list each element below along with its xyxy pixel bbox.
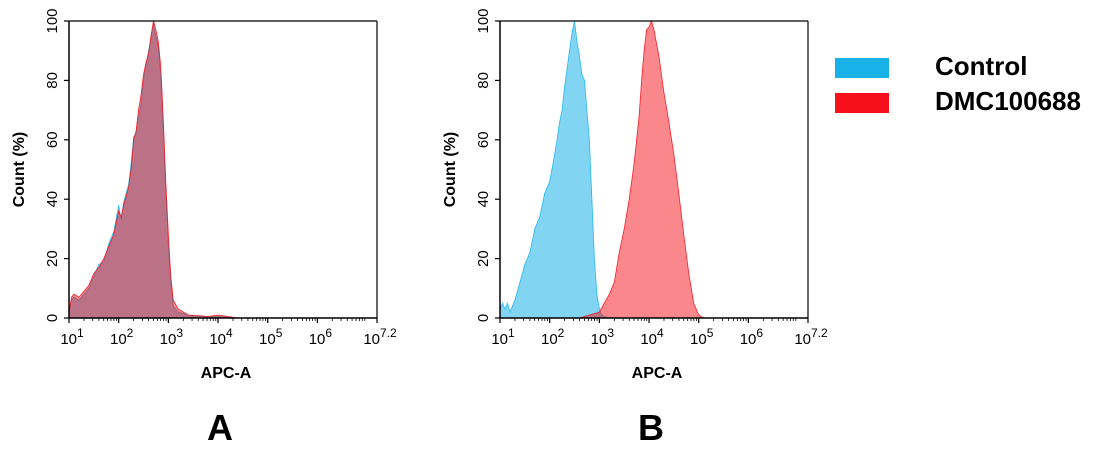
x-tick-label: 103 [591, 326, 615, 348]
x-tick-label: 106 [740, 326, 764, 348]
x-tick-label: 105 [690, 326, 714, 348]
series-area-dmc100688 [579, 19, 706, 319]
panel-b-chart: 0 20 40 60 80 100 101 102 103 104 105 106 107.2 APC-A… [442, 8, 828, 448]
y-tick-label: 60 [44, 131, 61, 148]
y-tick-label: 100 [475, 8, 492, 33]
x-axis-label: APC-A [201, 365, 252, 382]
x-tick-label: 102 [110, 326, 134, 348]
panel-a-chart: 0 20 40 60 80 100 101 102 103 104 105 106 107.2 APC-A… [11, 8, 397, 448]
y-tick-label: 0 [44, 314, 61, 322]
x-tick-label: 104 [640, 326, 664, 348]
x-tick-label: 101 [60, 326, 84, 348]
y-tick-label: 80 [475, 72, 492, 89]
x-tick-label: 103 [160, 326, 184, 348]
legend: Control DMC100688 [835, 51, 1081, 116]
x-tick-label: 101 [491, 326, 515, 348]
series-area-control [499, 20, 610, 319]
y-tick-label: 20 [475, 250, 492, 267]
y-tick-label: 40 [44, 191, 61, 208]
panel-label: B [638, 407, 664, 448]
y-tick-label: 80 [44, 72, 61, 89]
y-tick-label: 40 [475, 191, 492, 208]
x-axis-label: APC-A [632, 365, 683, 382]
y-tick-label: 20 [44, 250, 61, 267]
x-tick-label: 102 [541, 326, 565, 348]
series-area-dmc100688 [68, 20, 238, 319]
y-axis-label: Count (%) [11, 132, 28, 208]
x-tick-label: 107.2 [794, 326, 828, 348]
legend-label-dmc100688: DMC100688 [935, 86, 1081, 116]
panel-label: A [207, 407, 233, 448]
x-tick-label: 106 [309, 326, 333, 348]
legend-label-control: Control [935, 51, 1027, 81]
y-tick-label: 60 [475, 131, 492, 148]
x-tick-label: 104 [209, 326, 233, 348]
y-tick-label: 0 [475, 314, 492, 322]
y-tick-label: 100 [44, 8, 61, 33]
legend-swatch-control [835, 58, 889, 78]
legend-swatch-dmc100688 [835, 93, 889, 113]
x-tick-label: 105 [259, 326, 283, 348]
y-axis-label: Count (%) [442, 132, 459, 208]
x-tick-label: 107.2 [363, 326, 397, 348]
